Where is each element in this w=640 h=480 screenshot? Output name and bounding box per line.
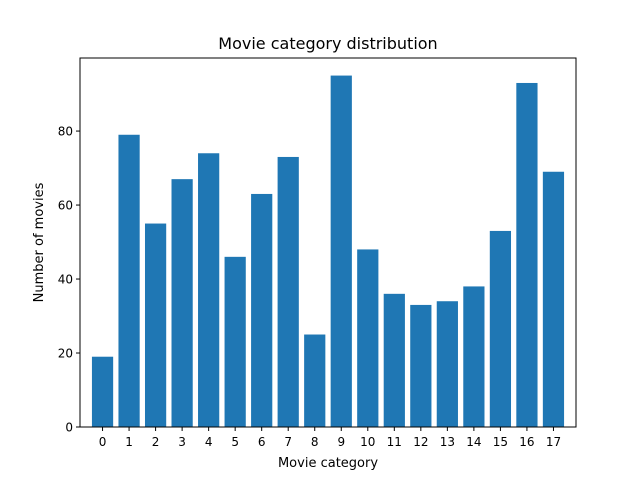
x-tick-label-6: 6 bbox=[258, 435, 266, 449]
y-axis-label: Number of movies bbox=[32, 182, 47, 302]
bar-15 bbox=[489, 230, 512, 427]
y-axis-ticks: 0 20 40 60 80 bbox=[58, 125, 80, 435]
x-tick-label-4: 4 bbox=[205, 435, 213, 449]
bar-9 bbox=[330, 75, 352, 428]
x-tick-label-16: 16 bbox=[519, 435, 534, 449]
x-tick-label-5: 5 bbox=[231, 435, 239, 449]
bar-12 bbox=[410, 304, 432, 427]
bar-16 bbox=[516, 82, 538, 428]
y-tick-label-40: 40 bbox=[58, 273, 73, 287]
bar-6 bbox=[251, 193, 273, 427]
bars-group bbox=[91, 75, 565, 428]
bar-7 bbox=[277, 156, 299, 427]
chart-title: Movie category distribution bbox=[218, 34, 437, 53]
bar-11 bbox=[383, 293, 405, 427]
x-tick-label-14: 14 bbox=[466, 435, 481, 449]
x-axis-label: Movie category bbox=[278, 456, 378, 471]
x-tick-label-12: 12 bbox=[413, 435, 428, 449]
bar-2 bbox=[144, 223, 167, 427]
x-tick-label-7: 7 bbox=[284, 435, 292, 449]
bar-4 bbox=[198, 153, 220, 427]
x-axis-ticks: 0 1 2 3 4 5 6 7 8 9 10 11 12 13 14 15 16 17 bbox=[99, 427, 561, 449]
x-tick-label-0: 0 bbox=[99, 435, 107, 449]
bar-14 bbox=[463, 286, 485, 427]
y-tick-label-60: 60 bbox=[58, 199, 73, 213]
x-tick-label-11: 11 bbox=[387, 435, 402, 449]
x-tick-label-2: 2 bbox=[152, 435, 160, 449]
y-tick-label-0: 0 bbox=[65, 421, 73, 435]
bar-10 bbox=[357, 249, 379, 427]
x-tick-label-17: 17 bbox=[546, 435, 561, 449]
bar-3 bbox=[171, 179, 193, 427]
y-tick-label-20: 20 bbox=[58, 347, 73, 361]
x-tick-label-15: 15 bbox=[493, 435, 508, 449]
x-tick-label-13: 13 bbox=[440, 435, 455, 449]
bar-8 bbox=[304, 334, 326, 427]
bar-13 bbox=[436, 301, 458, 427]
x-tick-label-10: 10 bbox=[360, 435, 375, 449]
bar-1 bbox=[118, 134, 140, 427]
bar-17 bbox=[542, 171, 565, 427]
x-tick-label-1: 1 bbox=[125, 435, 133, 449]
bar-5 bbox=[224, 256, 246, 427]
x-tick-label-9: 9 bbox=[337, 435, 345, 449]
plot-area-frame bbox=[79, 57, 577, 428]
x-tick-label-3: 3 bbox=[178, 435, 186, 449]
y-tick-label-80: 80 bbox=[58, 125, 73, 139]
x-tick-label-8: 8 bbox=[311, 435, 319, 449]
bar-0 bbox=[91, 356, 114, 427]
